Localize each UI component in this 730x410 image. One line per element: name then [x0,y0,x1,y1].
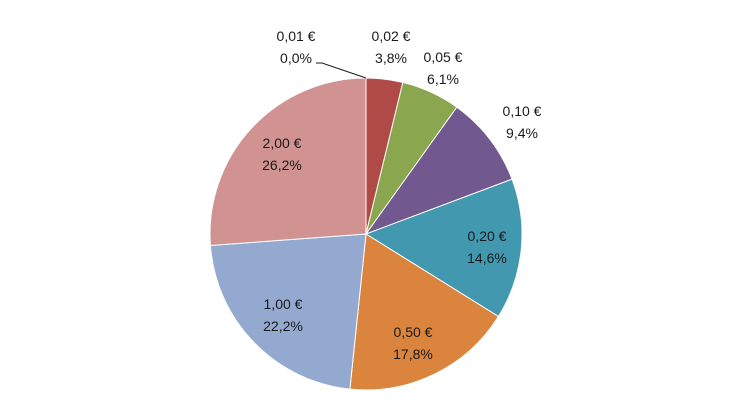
pie-slice-100 [209,233,367,390]
slice-percent-005: 6,1% [427,71,459,87]
pie-slice-010 [364,106,513,236]
pie-slice-020 [364,178,523,318]
slice-percent-200: 26,2% [262,157,302,173]
slice-label-020: 0,20 € [468,228,507,244]
slice-label-005: 0,05 € [424,49,463,65]
slice-label-200: 2,00 € [263,135,302,151]
slice-label-002: 0,02 € [372,28,411,44]
leader-line-001 [316,62,367,79]
slice-label-010: 0,10 € [503,103,542,119]
pie-slice-050 [349,233,500,391]
slice-percent-002: 3,8% [375,50,407,66]
slice-percent-100: 22,2% [263,318,303,334]
slice-label-100: 1,00 € [264,296,303,312]
slice-percent-050: 17,8% [393,346,433,362]
pie-labels: 0,01 € 0,0% 0,02 € 3,8% 0,05 € 6,1% 0,10 € 9,4%… [262,28,542,362]
pie-slice-200 [209,77,367,247]
slice-percent-001: 0,0% [280,50,312,66]
slice-percent-010: 9,4% [506,125,538,141]
slice-label-001: 0,01 € [277,28,316,44]
pie-slices [209,77,523,391]
slice-label-050: 0,50 € [394,324,433,340]
slice-percent-020: 14,6% [467,250,507,266]
